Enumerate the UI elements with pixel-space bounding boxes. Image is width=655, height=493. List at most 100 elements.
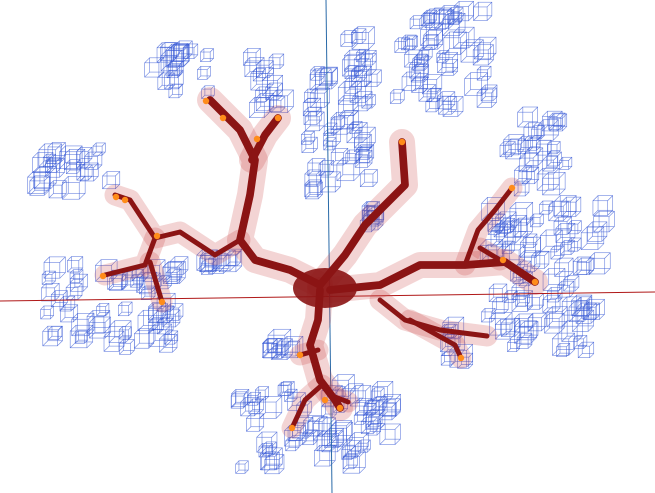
bounding-box — [361, 94, 376, 109]
bounding-box — [284, 340, 301, 357]
bounding-box — [561, 196, 582, 217]
endpoint-nodes — [99, 97, 539, 432]
bounding-box — [304, 88, 318, 103]
bounding-box — [353, 411, 367, 425]
bounding-box — [69, 269, 84, 283]
bounding-box — [548, 112, 566, 130]
bounding-box — [519, 152, 539, 173]
bounding-box — [118, 301, 133, 317]
bounding-box — [550, 245, 565, 260]
bounding-box — [165, 303, 184, 321]
bounding-box — [346, 122, 368, 144]
bounding-box — [418, 84, 436, 102]
bounding-box — [530, 213, 544, 228]
bounding-box — [341, 445, 356, 460]
bounding-box — [354, 126, 376, 149]
bounding-box — [340, 30, 357, 47]
bounding-box — [307, 158, 326, 177]
bounding-box — [501, 317, 520, 337]
endpoint-node — [288, 424, 296, 432]
bounding-box — [367, 412, 383, 428]
bounding-box — [567, 237, 582, 252]
vessel-segment — [327, 392, 351, 405]
bounding-box — [453, 0, 474, 22]
bounding-box — [355, 144, 375, 163]
bounding-box — [277, 381, 292, 396]
bounding-box — [359, 169, 378, 187]
bounding-box — [356, 49, 370, 63]
bounding-box — [552, 332, 575, 356]
bounding-box — [587, 221, 608, 242]
bounding-box — [563, 275, 580, 292]
bounding-box — [520, 236, 542, 258]
bounding-box — [588, 252, 611, 275]
vessel-branches — [102, 96, 539, 431]
bounding-box — [464, 72, 488, 96]
vessel-segment — [248, 114, 282, 164]
bounding-box — [269, 96, 286, 112]
bounding-box — [542, 155, 558, 172]
endpoint-node — [508, 184, 516, 192]
bounding-box — [378, 402, 397, 421]
bounding-box — [302, 429, 318, 446]
bounding-box — [546, 306, 568, 328]
endpoint-node — [99, 272, 107, 280]
bounding-box — [230, 391, 248, 409]
bounding-box — [514, 313, 533, 333]
bounding-box — [67, 256, 84, 273]
endpoint-node — [253, 135, 261, 143]
vessel-segment — [326, 258, 539, 294]
bounding-box — [249, 97, 270, 118]
bounding-box — [71, 313, 95, 337]
bounding-box — [244, 57, 265, 78]
bounding-box — [108, 320, 132, 343]
bounding-box — [573, 256, 592, 275]
bounding-box — [197, 66, 211, 80]
bounding-box — [371, 387, 385, 401]
bounding-box — [403, 35, 418, 50]
bounding-box — [62, 176, 86, 200]
bounding-box — [422, 74, 443, 95]
bounding-box — [531, 250, 550, 269]
bounding-box — [357, 439, 371, 453]
bounding-box — [492, 297, 509, 314]
bounding-box — [301, 136, 318, 153]
bounding-box — [573, 335, 588, 349]
bounding-box — [567, 220, 582, 235]
bounding-box — [168, 84, 183, 99]
bounding-box — [304, 179, 322, 198]
vessel-segment — [306, 286, 344, 412]
bounding-box — [559, 156, 573, 170]
bounding-box — [330, 148, 349, 166]
endpoint-node — [296, 351, 304, 359]
vessel-segment — [407, 317, 464, 361]
bounding-box — [69, 324, 94, 349]
bounding-box — [498, 220, 522, 244]
bounding-box — [355, 398, 372, 415]
bounding-box — [252, 68, 266, 82]
bounding-box — [336, 157, 361, 182]
bounding-box — [537, 119, 559, 141]
bounding-box — [511, 282, 529, 300]
bounding-box — [41, 282, 60, 302]
vessel-segment — [102, 235, 158, 278]
bounding-box — [423, 29, 443, 50]
endpoint-node — [121, 196, 129, 204]
bounding-box — [481, 197, 505, 221]
bounding-box — [528, 312, 547, 332]
bounding-box — [167, 44, 190, 67]
vessel-segment — [316, 138, 409, 289]
bounding-box — [553, 216, 572, 235]
bounding-box — [473, 1, 493, 21]
vessel-segment — [147, 259, 165, 305]
bounding-box — [102, 171, 121, 190]
bounding-box — [201, 259, 217, 275]
bounding-box — [255, 386, 269, 401]
bounding-box — [319, 171, 341, 193]
bounding-box — [351, 28, 367, 44]
endpoint-node — [274, 114, 282, 122]
bounding-box — [284, 424, 306, 447]
bounding-box — [225, 250, 242, 267]
